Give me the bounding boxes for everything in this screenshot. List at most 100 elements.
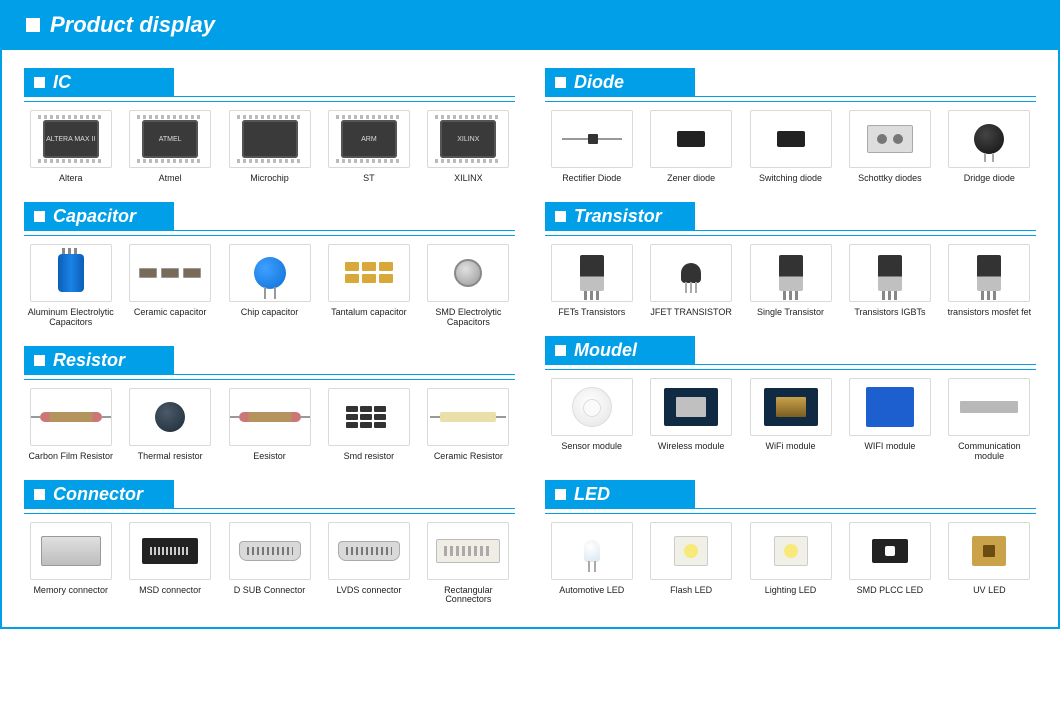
product-item: WIFI module (843, 378, 936, 462)
product-label: MSD connector (139, 586, 201, 596)
product-item: Thermal resistor (123, 388, 216, 462)
product-label: Dridge diode (964, 174, 1015, 184)
chip-text: XILINX (457, 136, 479, 143)
product-item: LVDS connector (322, 522, 415, 606)
product-item: Tantalum capacitor (322, 244, 415, 328)
product-label: Automotive LED (559, 586, 624, 596)
product-label: LVDS connector (336, 586, 401, 596)
product-label: SMD Electrolytic Capacitors (423, 308, 513, 328)
section-led: LEDAutomotive LEDFlash LEDLighting LEDSM… (545, 480, 1036, 596)
component-graphic (584, 540, 600, 562)
product-thumb (30, 244, 112, 302)
section-header: Moudel (545, 336, 1036, 365)
square-icon (555, 345, 566, 356)
product-item: Rectangular Connectors (422, 522, 515, 606)
section-title: Moudel (574, 340, 637, 361)
product-item: Rectifier Diode (545, 110, 638, 184)
item-row: Aluminum Electrolytic CapacitorsCeramic … (24, 236, 515, 328)
item-row: Carbon Film ResistorThermal resistorEesi… (24, 380, 515, 462)
product-thumb (849, 244, 931, 302)
component-graphic (674, 536, 708, 566)
product-label: Switching diode (759, 174, 822, 184)
page-header: Product display (0, 0, 1060, 50)
component-graphic (562, 138, 622, 140)
product-item: Smd resistor (322, 388, 415, 462)
section-rule (174, 480, 515, 509)
product-item: Ceramic capacitor (123, 244, 216, 328)
component-graphic (664, 388, 718, 426)
product-label: Atmel (159, 174, 182, 184)
product-thumb (849, 378, 931, 436)
chip-text: ALTERA MAX II (46, 136, 95, 143)
product-item: Flash LED (644, 522, 737, 596)
component-graphic: ATMEL (142, 120, 198, 158)
square-icon (34, 355, 45, 366)
square-icon (555, 211, 566, 222)
component-graphic (867, 125, 913, 153)
item-row: Sensor moduleWireless module WiFi module W… (545, 370, 1036, 462)
section-moudel: Moudel Sensor moduleWireless module WiFi m… (545, 336, 1036, 462)
product-thumb (229, 110, 311, 168)
section-header: Diode (545, 68, 1036, 97)
component-graphic (139, 268, 201, 278)
product-thumb (129, 522, 211, 580)
product-item: FETs Transistors (545, 244, 638, 318)
product-item: Transistors IGBTs (843, 244, 936, 318)
section-diode: DiodeRectifier DiodeZener diodeSwitching… (545, 68, 1036, 184)
product-thumb (650, 244, 732, 302)
square-icon (34, 77, 45, 88)
component-graphic (572, 387, 612, 427)
component-graphic (677, 131, 705, 147)
chip-text: ATMEL (159, 136, 182, 143)
section-rule (174, 346, 515, 375)
product-item: Wireless module (644, 378, 737, 462)
product-thumb (30, 388, 112, 446)
product-item: Schottky diodes (843, 110, 936, 184)
section-capacitor: CapacitorAluminum Electrolytic Capacitor… (24, 202, 515, 328)
product-thumb (30, 522, 112, 580)
product-label: Carbon Film Resistor (28, 452, 113, 462)
product-thumb (551, 110, 633, 168)
component-graphic (974, 124, 1004, 154)
product-thumb (551, 244, 633, 302)
section-tab: Resistor (24, 346, 174, 375)
product-label: Communication module (944, 442, 1034, 462)
product-label: Smd resistor (344, 452, 395, 462)
component-graphic (254, 257, 286, 289)
product-item: Ceramic Resistor (422, 388, 515, 462)
product-item: Carbon Film Resistor (24, 388, 117, 462)
product-label: WiFi module (766, 442, 816, 452)
product-item: JFET TRANSISTOR (644, 244, 737, 318)
component-graphic: ALTERA MAX II (43, 120, 99, 158)
component-graphic (338, 541, 400, 561)
product-item: Sensor module (545, 378, 638, 462)
component-graphic (866, 387, 914, 427)
section-title: IC (53, 72, 71, 93)
product-item: SMD Electrolytic Capacitors (422, 244, 515, 328)
product-thumb: ALTERA MAX II (30, 110, 112, 168)
product-thumb (229, 244, 311, 302)
component-graphic (41, 536, 101, 566)
column: DiodeRectifier DiodeZener diodeSwitching… (545, 68, 1036, 605)
product-label: JFET TRANSISTOR (650, 308, 732, 318)
product-label: transistors mosfet fet (948, 308, 1032, 318)
section-connector: ConnectorMemory connectorMSD connectorD … (24, 480, 515, 606)
component-graphic (878, 255, 902, 291)
item-row: Automotive LEDFlash LEDLighting LEDSMD P… (545, 514, 1036, 596)
product-thumb (427, 522, 509, 580)
content-grid: ICALTERA MAX IIAlteraATMELAtmelMicrochip… (0, 50, 1060, 629)
section-rule (695, 68, 1036, 97)
section-header: IC (24, 68, 515, 97)
column: ICALTERA MAX IIAlteraATMELAtmelMicrochip… (24, 68, 515, 605)
section-rule (695, 336, 1036, 365)
square-icon (26, 18, 40, 32)
product-thumb: XILINX (427, 110, 509, 168)
component-graphic: XILINX (440, 120, 496, 158)
product-item: UV LED (943, 522, 1036, 596)
section-header: Connector (24, 480, 515, 509)
product-label: Altera (59, 174, 83, 184)
product-item: Chip capacitor (223, 244, 316, 328)
component-graphic: ARM (341, 120, 397, 158)
product-item: Aluminum Electrolytic Capacitors (24, 244, 117, 328)
section-title: LED (574, 484, 610, 505)
